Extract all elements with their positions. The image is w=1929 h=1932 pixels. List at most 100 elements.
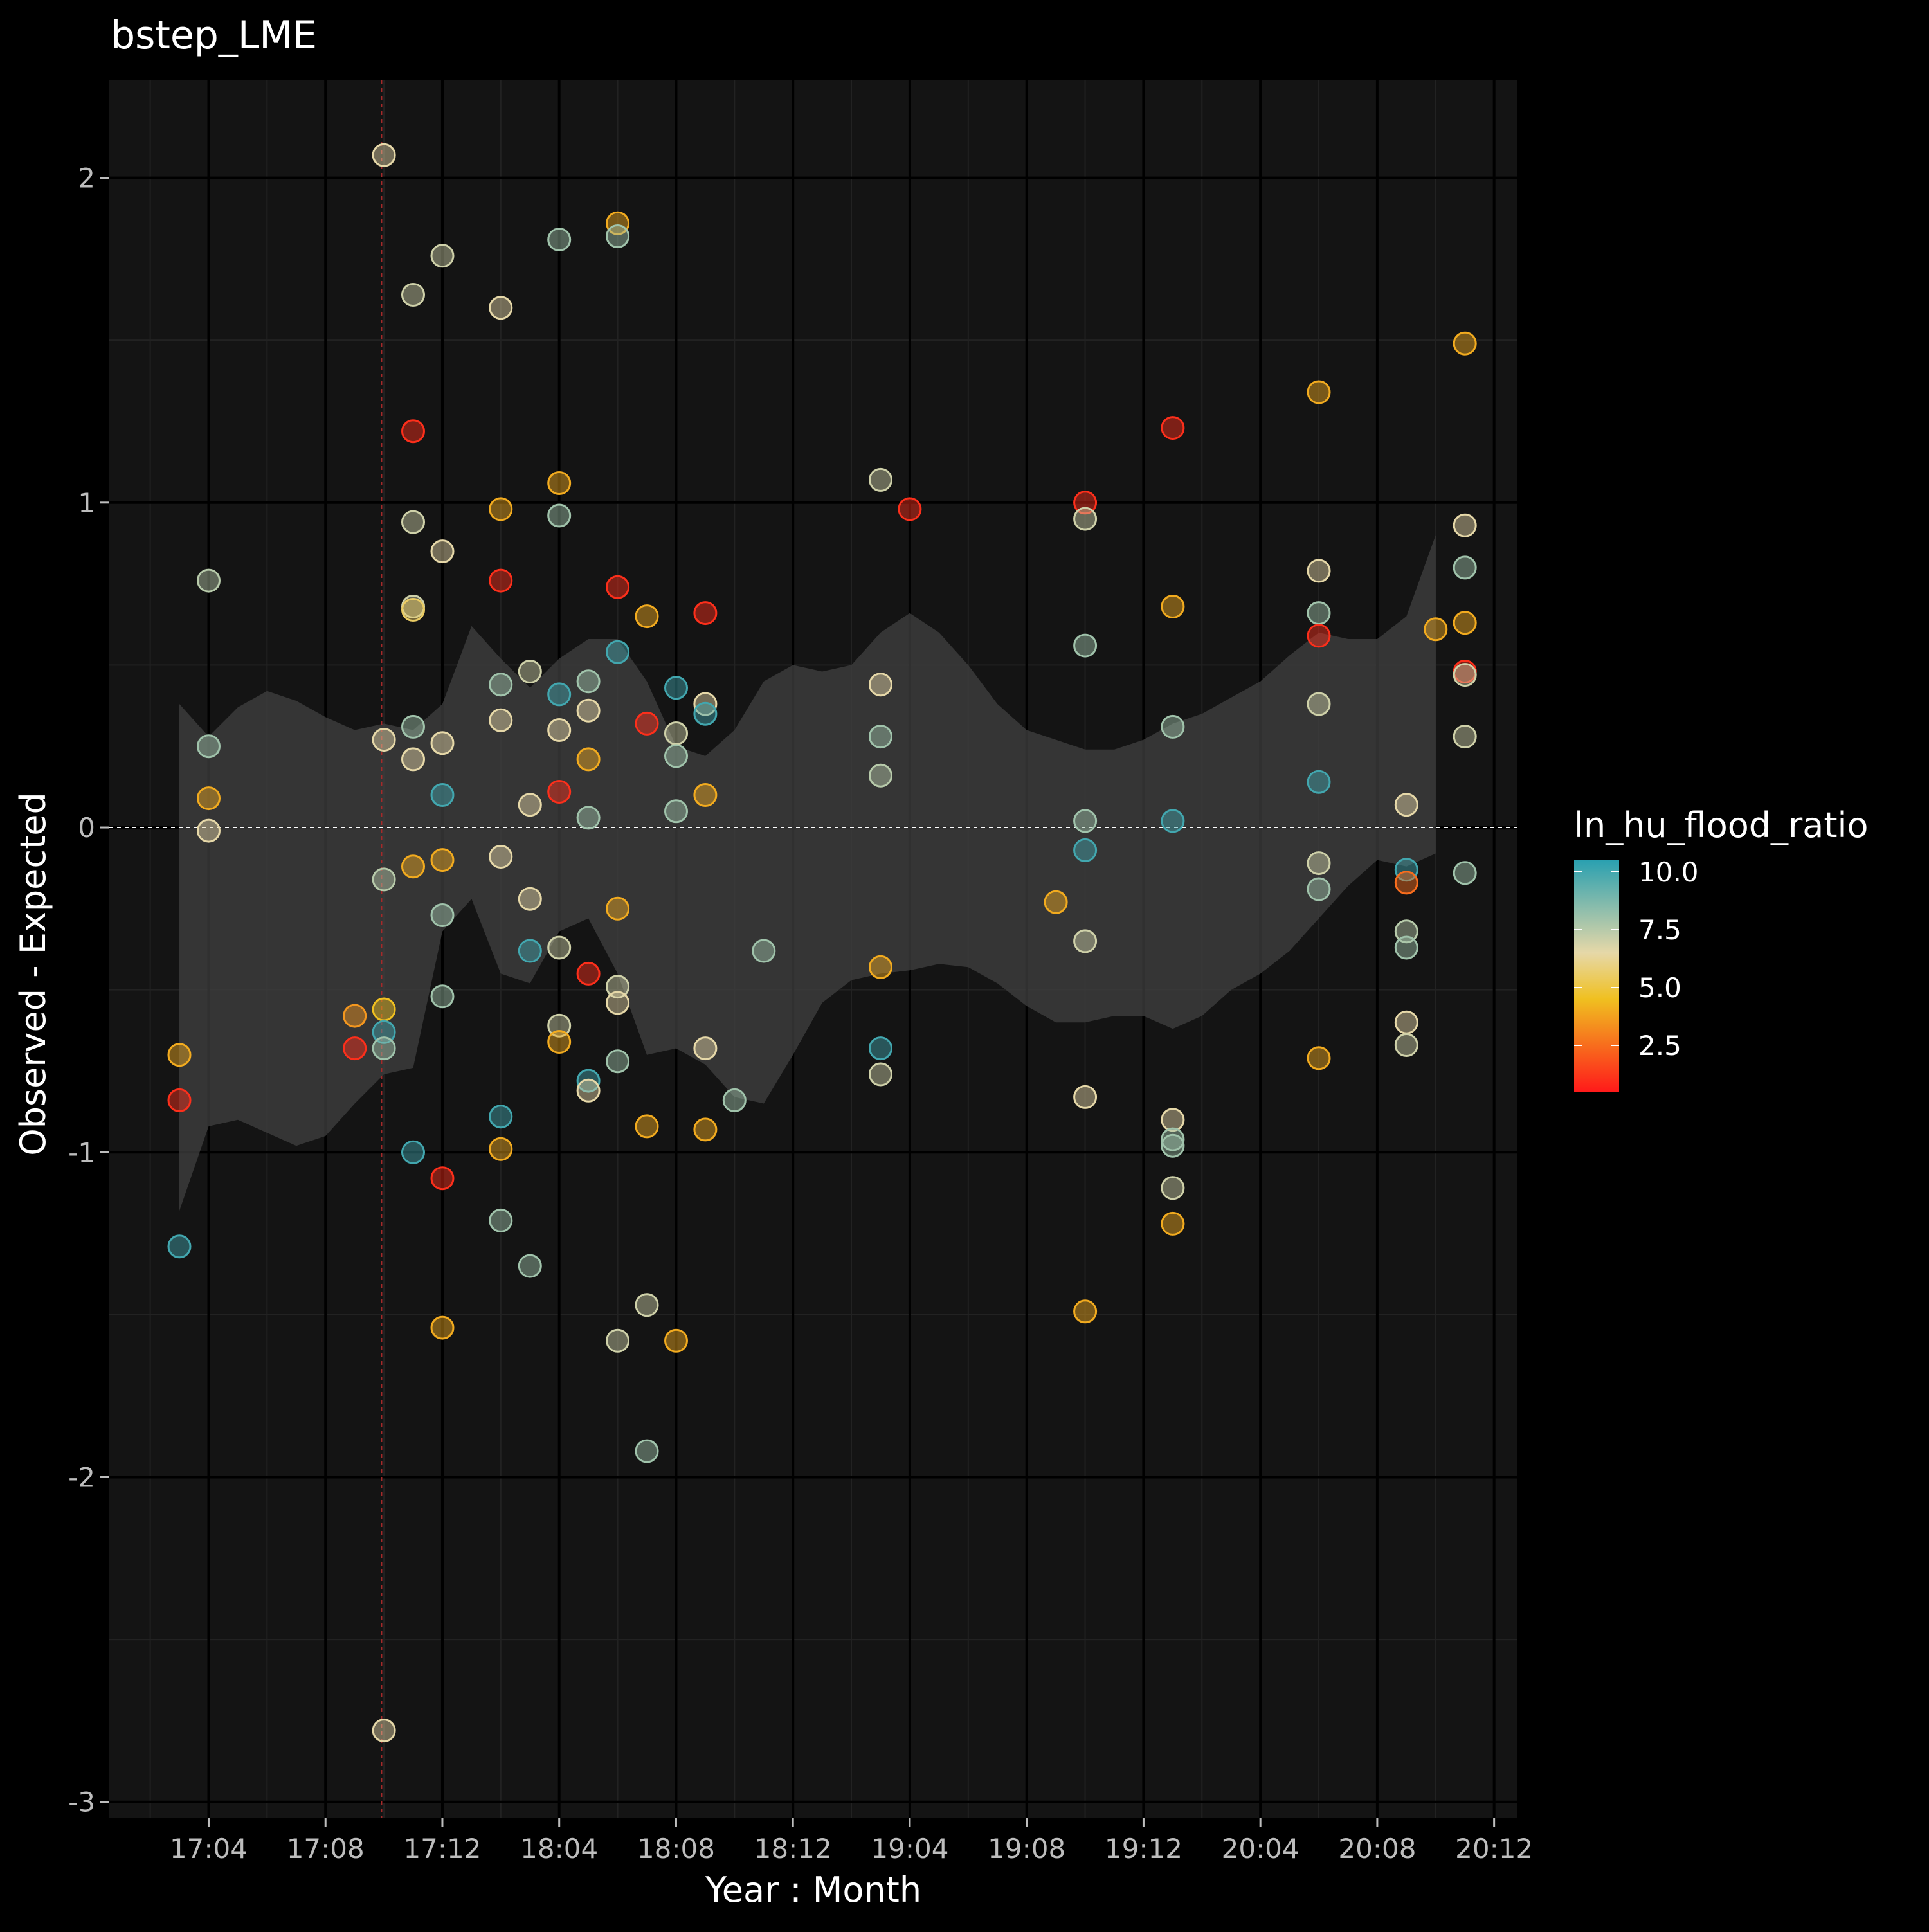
y-tick-label: -2 [68,1462,95,1494]
data-point [635,604,659,629]
data-point [869,1036,892,1061]
data-point [635,1439,659,1463]
data-point [372,997,396,1022]
y-axis-title: Observed - Expected [13,792,53,1156]
data-point [167,1043,192,1067]
data-point [693,1117,718,1142]
data-point [693,692,718,716]
data-point [1307,559,1331,583]
data-point [167,1234,192,1259]
data-point [635,711,659,736]
data-point [1453,611,1477,635]
x-tick-label: 20:04 [1222,1833,1300,1864]
data-point [1161,809,1185,833]
data-point [1073,1299,1098,1324]
data-point [606,975,630,999]
data-point [197,734,221,759]
data-point [430,539,455,564]
data-point [576,1069,601,1093]
data-point [518,793,542,817]
data-point [1307,624,1331,648]
data-point [606,991,630,1015]
data-point [1073,491,1098,515]
data-point [1453,331,1477,356]
data-point [489,497,513,521]
data-point [635,1293,659,1317]
y-tick-label: -3 [68,1787,95,1818]
data-point [576,1078,601,1103]
data-point [898,497,922,521]
x-tick-label: 17:04 [170,1833,248,1864]
x-tick-label: 19:08 [988,1833,1065,1864]
data-point [606,1328,630,1353]
data-point [606,211,630,235]
x-tick-label: 19:04 [871,1833,948,1864]
data-point [401,1140,425,1164]
x-tick-label: 17:12 [403,1833,481,1864]
data-point [547,503,572,528]
y-tick-label: -1 [68,1137,95,1168]
confidence-ribbon [179,535,1436,1211]
data-point [489,296,513,320]
data-point [1394,1033,1418,1057]
x-axis: 17:04 17:08 17:12 18:04 18:08 18:12 19:04 19:08… [170,1818,1533,1864]
legend-tick-label: 5.0 [1638,972,1681,1004]
color-legend: ln_hu_flood_ratio 10.0 7.5 5.0 2.5 [1574,805,1869,1092]
data-point [430,783,455,807]
data-point [372,1036,396,1061]
data-point [576,806,601,830]
data-point [1307,770,1331,794]
data-point [1161,714,1185,739]
data-point [489,1137,513,1161]
chart-title: bstep_LME [111,13,317,58]
data-point [693,701,718,726]
data-point [1161,1127,1185,1151]
data-point [1161,1108,1185,1132]
data-point [1073,809,1098,833]
legend-colorbar [1574,860,1619,1092]
data-point [1307,692,1331,716]
data-point [430,1315,455,1340]
y-tick-label: 1 [78,487,95,519]
data-point [1073,633,1098,658]
data-point [518,887,542,911]
data-point [430,984,455,1009]
data-point [576,747,601,772]
data-point [372,1020,396,1044]
data-point [1073,1085,1098,1109]
data-point [722,1088,747,1112]
data-point [1307,1046,1331,1070]
data-point [664,799,688,824]
data-point [635,1114,659,1139]
data-point [1453,555,1477,580]
x-tick-label: 18:04 [520,1833,598,1864]
reference-lines [109,80,1517,1818]
data-point [197,818,221,843]
legend-tick-label: 10.0 [1638,856,1699,888]
data-point [693,1036,718,1061]
data-point [606,575,630,599]
data-point [343,1036,367,1061]
data-point [1073,929,1098,953]
data-point [547,780,572,804]
data-point [401,283,425,307]
data-point [752,939,776,963]
data-point [1161,595,1185,618]
x-tick-label: 20:12 [1455,1833,1533,1864]
data-point [1307,877,1331,901]
data-point [547,471,572,495]
x-tick-label: 18:12 [754,1833,832,1864]
data-point [1394,871,1418,895]
data-point [372,1719,396,1743]
data-point [693,783,718,807]
ribbon-area [179,535,1436,1211]
data-point [693,601,718,626]
data-point [1161,416,1185,440]
data-point [664,1328,688,1353]
data-point [518,1254,542,1278]
data-point [1394,935,1418,960]
data-point [430,848,455,872]
data-point [401,598,425,622]
data-point [869,1062,892,1087]
data-point [547,1030,572,1054]
